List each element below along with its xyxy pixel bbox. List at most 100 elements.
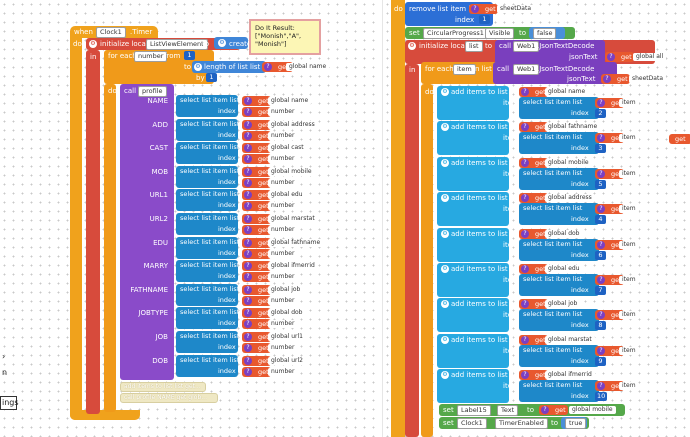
add-items-gear-icon[interactable]: ⚙ — [441, 229, 449, 238]
add-items-gear-icon[interactable]: ⚙ — [441, 300, 449, 309]
select-list-item-block-r[interactable] — [519, 132, 599, 155]
global-variable-dropdown-r[interactable]: global address — [545, 194, 595, 203]
get-item-block[interactable]: get — [595, 168, 624, 179]
global-variable-dropdown-r[interactable]: global name — [545, 88, 589, 96]
number-variable-dropdown[interactable]: number — [268, 320, 298, 329]
clock1-dropdown[interactable]: Clock1 — [457, 418, 487, 429]
variable-name-field[interactable]: ListViewElement — [146, 39, 208, 50]
get-number-block[interactable]: get — [242, 154, 271, 165]
add-items-gear-icon[interactable]: ⚙ — [441, 88, 449, 96]
web1-dropdown-2[interactable]: Web1 — [513, 64, 540, 75]
list-gear-icon[interactable]: ⚙ — [218, 39, 226, 47]
get-number-block[interactable]: get — [242, 295, 271, 306]
number-variable-dropdown[interactable]: number — [268, 296, 298, 305]
collapsed-add-items-block[interactable] — [120, 382, 206, 392]
get-item-block[interactable]: get — [595, 133, 624, 144]
select-list-item-block[interactable] — [176, 283, 238, 306]
global-variable-dropdown[interactable]: global job — [268, 285, 304, 294]
global-variable-dropdown-r[interactable]: global edu — [545, 265, 583, 273]
item-variable-dropdown[interactable]: item — [619, 169, 639, 178]
visible-property-dropdown[interactable]: Visible — [485, 28, 515, 39]
select-list-item-block[interactable] — [176, 213, 238, 235]
add-items-gear-icon[interactable]: ⚙ — [441, 194, 449, 203]
select-list-item-block[interactable] — [176, 331, 238, 353]
get-number-block[interactable]: get — [242, 343, 271, 353]
item-variable-dropdown[interactable]: item — [619, 205, 639, 214]
select-list-item-block[interactable] — [176, 118, 238, 141]
false-dropdown[interactable]: false — [533, 28, 557, 39]
item-variable-dropdown[interactable]: item — [619, 346, 639, 355]
global-variable-dropdown[interactable]: global dob — [268, 309, 306, 318]
get-global-block-r[interactable]: get — [519, 370, 548, 381]
index-number[interactable]: 3 — [595, 144, 606, 154]
get-item-block[interactable]: get — [595, 310, 624, 321]
number-variable-dropdown[interactable]: number — [268, 273, 298, 282]
web1-dropdown-1[interactable]: Web1 — [513, 41, 540, 52]
add-items-to-list-block[interactable] — [437, 192, 509, 227]
global-mobile-dropdown[interactable]: global mobile — [569, 406, 616, 414]
length-of-list-block[interactable] — [192, 61, 266, 73]
get-number-block[interactable]: get — [242, 177, 271, 188]
by-number[interactable]: 1 — [206, 73, 217, 82]
get-global-block-r[interactable]: get — [519, 264, 548, 274]
get-number-block[interactable]: get — [242, 319, 271, 330]
global-all-dropdown[interactable]: global all — [633, 53, 667, 61]
select-list-item-block[interactable] — [176, 142, 238, 165]
get-global-block[interactable]: get — [242, 332, 271, 342]
get-number-block[interactable]: get — [242, 248, 271, 259]
item-variable-dropdown[interactable]: item — [619, 276, 639, 284]
item-variable-dropdown[interactable]: item — [619, 134, 639, 143]
add-items-to-list-block[interactable] — [437, 333, 509, 368]
index-number[interactable]: 2 — [595, 109, 606, 118]
get-sheetdata-block-2[interactable]: get — [601, 74, 630, 84]
add-items-to-list-block[interactable] — [437, 156, 509, 191]
do-it-result-comment[interactable]: Do It Result: ["Monish","A", "Monish"] — [249, 19, 321, 55]
number-variable-dropdown[interactable]: number — [268, 226, 298, 234]
blocks-workspace-right[interactable]: do remove list item list get ? sheetData… — [382, 0, 690, 437]
blocks-workspace-left[interactable]: when Clock1 .Timer do ⚙ initialize local… — [0, 0, 376, 437]
text-property-dropdown[interactable]: Text — [497, 405, 519, 416]
select-list-item-block-r[interactable] — [519, 344, 599, 367]
add-items-gear-icon[interactable]: ⚙ — [441, 265, 449, 273]
get-item-block[interactable]: get — [595, 239, 624, 250]
get-sheetdata-block[interactable]: get — [469, 4, 498, 14]
select-list-item-block[interactable] — [176, 189, 238, 212]
get-global-block-r[interactable]: get — [519, 87, 548, 97]
index-number[interactable]: 4 — [595, 215, 606, 225]
select-list-item-block-r[interactable] — [519, 380, 599, 403]
item-variable-dropdown[interactable]: item — [619, 382, 639, 391]
get-global-block[interactable]: get — [242, 284, 271, 295]
index-number[interactable]: 6 — [595, 250, 606, 260]
item-variable-field[interactable]: item — [453, 64, 476, 75]
loop-variable-field[interactable]: number — [134, 51, 168, 62]
number-variable-dropdown[interactable]: number — [268, 344, 298, 352]
add-items-gear-icon[interactable]: ⚙ — [441, 123, 449, 132]
item-variable-dropdown[interactable]: item — [619, 99, 639, 107]
get-item-block[interactable]: get — [595, 345, 624, 356]
select-list-item-block[interactable] — [176, 307, 238, 330]
get-global-block-r[interactable]: get — [519, 122, 548, 133]
call-profile-block[interactable] — [120, 84, 174, 380]
add-items-to-list-block[interactable] — [437, 263, 509, 297]
get-number-block[interactable]: get — [242, 272, 271, 283]
select-list-item-block-r[interactable] — [519, 97, 599, 119]
select-list-item-block-r[interactable] — [519, 274, 599, 296]
get-global-block[interactable]: get — [242, 166, 271, 177]
add-items-to-list-block[interactable] — [437, 369, 509, 404]
add-items-to-list-block[interactable] — [437, 298, 509, 333]
global-variable-dropdown[interactable]: global mobile — [268, 167, 315, 176]
global-variable-dropdown[interactable]: global cast — [268, 144, 307, 153]
get-item-block[interactable]: get — [595, 98, 624, 108]
get-number-block[interactable]: get — [242, 225, 271, 235]
global-variable-dropdown[interactable]: global name — [268, 97, 312, 105]
number-variable-dropdown[interactable]: number — [268, 202, 298, 211]
mutator-gear-icon[interactable]: ⚙ — [89, 40, 97, 48]
get-item-block[interactable]: get — [595, 381, 624, 392]
index-number[interactable]: 9 — [595, 356, 606, 366]
number-variable-dropdown[interactable]: number — [268, 155, 298, 164]
sheetdata-dropdown-2[interactable]: sheetData — [629, 75, 666, 83]
get-global-block[interactable]: get — [242, 355, 271, 366]
global-variable-dropdown[interactable]: global ifmerrid — [268, 262, 318, 271]
select-list-item-block[interactable] — [176, 165, 238, 188]
global-variable-dropdown[interactable]: global address — [268, 120, 318, 129]
